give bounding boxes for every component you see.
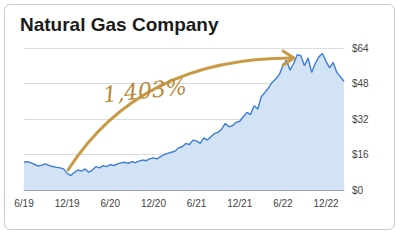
svg-text:$64: $64: [352, 43, 369, 54]
svg-text:6/22: 6/22: [273, 198, 293, 209]
svg-text:6/20: 6/20: [101, 198, 121, 209]
svg-text:12/21: 12/21: [227, 198, 252, 209]
svg-text:12/19: 12/19: [55, 198, 80, 209]
svg-text:1,403%: 1,403%: [102, 74, 188, 107]
svg-text:$16: $16: [352, 149, 369, 160]
svg-text:$0: $0: [352, 185, 364, 196]
svg-text:$32: $32: [352, 114, 369, 125]
svg-text:6/19: 6/19: [14, 198, 34, 209]
svg-text:Natural Gas Company: Natural Gas Company: [20, 14, 219, 35]
svg-text:12/20: 12/20: [141, 198, 166, 209]
svg-text:12/22: 12/22: [314, 198, 339, 209]
svg-text:6/21: 6/21: [187, 198, 207, 209]
svg-text:$48: $48: [352, 78, 369, 89]
